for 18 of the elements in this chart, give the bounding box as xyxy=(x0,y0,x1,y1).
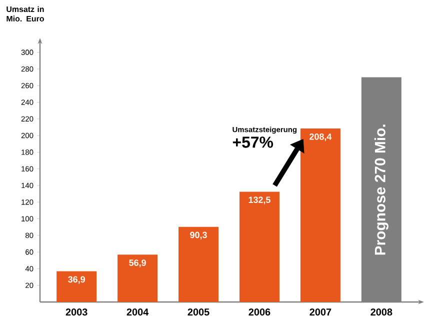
x-tick-label: 2005 xyxy=(188,308,210,316)
data-label: 36,9 xyxy=(68,276,85,284)
annotation: +57% xyxy=(232,136,274,148)
x-tick-label: 2008 xyxy=(370,308,392,316)
data-label: 56,9 xyxy=(129,260,146,268)
bar xyxy=(118,254,158,302)
x-tick-label: 2007 xyxy=(310,308,332,316)
bar xyxy=(239,192,280,302)
data-label: 90,3 xyxy=(190,232,207,240)
x-tick-label: 2006 xyxy=(248,308,270,316)
bar xyxy=(56,271,97,302)
data-label: Prognose 270 Mio. xyxy=(374,124,388,255)
bar xyxy=(178,226,219,302)
x-tick-label: 2004 xyxy=(126,308,149,316)
bar xyxy=(300,128,340,302)
data-label: 132,5 xyxy=(248,196,270,204)
data-label: 208,4 xyxy=(310,133,332,142)
x-tick-label: 2003 xyxy=(66,308,88,316)
